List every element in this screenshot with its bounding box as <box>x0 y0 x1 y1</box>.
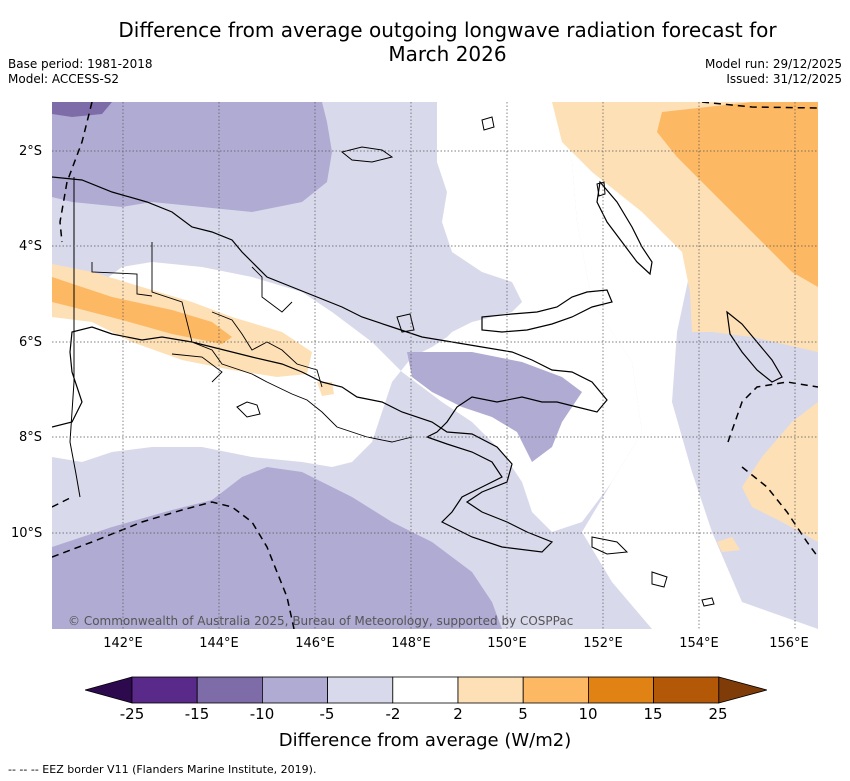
anomaly-orange-northeast <box>657 102 818 287</box>
colorbar-tick-8: 10 <box>578 705 598 723</box>
provincial-border-5 <box>251 266 293 313</box>
meta-right: Model run: 29/12/2025 Issued: 31/12/2025 <box>705 57 842 87</box>
issued-date: Issued: 31/12/2025 <box>726 72 842 86</box>
colorbar <box>85 676 767 704</box>
copyright-text: © Commonwealth of Australia 2025, Bureau… <box>68 614 573 628</box>
coastline-new-britain <box>481 289 613 333</box>
title-line-1: Difference from average outgoing longwav… <box>118 18 777 42</box>
eez-border-north-east <box>701 101 819 109</box>
meta-left: Base period: 1981-2018 Model: ACCESS-S2 <box>8 57 153 87</box>
colorbar-swatch <box>392 676 459 704</box>
coastline-islet-3 <box>596 181 606 197</box>
coastline-manus <box>340 146 394 163</box>
colorbar-label: Difference from average (W/m2) <box>278 730 572 751</box>
colorbar-swatch <box>327 676 394 704</box>
lon-label-152e: 152°E <box>583 636 623 651</box>
border-png-indonesia <box>69 177 81 498</box>
colorbar-swatch <box>653 676 720 704</box>
colorbar-swatch <box>196 676 263 704</box>
colorbar-swatch <box>261 676 328 704</box>
anomaly-neutral <box>52 102 642 532</box>
anomaly-mid-purple-north <box>52 102 332 212</box>
coastline-islet-1 <box>481 116 495 131</box>
colorbar-swatch <box>457 676 524 704</box>
coastline-new-ireland <box>596 180 653 276</box>
provincial-border-2 <box>91 262 153 297</box>
coastline-islet-5 <box>651 571 668 588</box>
coastline-bougainville <box>726 310 783 383</box>
lon-label-154e: 154°E <box>679 636 719 651</box>
coastline-islet-2 <box>396 313 415 333</box>
title-line-2: March 2026 <box>388 42 507 66</box>
eez-footnote: -- -- -- EEZ border V11 (Flanders Marine… <box>8 763 317 776</box>
colorbar-tick-5: -2 <box>385 705 401 723</box>
eez-border-south-east <box>741 466 819 558</box>
colorbar-tick-1: -25 <box>119 705 145 723</box>
colorbar-extend-high <box>718 676 767 704</box>
colorbar-tick-4: -5 <box>319 705 335 723</box>
coastline-new-guinea <box>51 176 608 553</box>
lon-label-156e: 156°E <box>769 636 809 651</box>
eez-border-east <box>727 381 819 443</box>
eez-border-north-west <box>59 101 93 243</box>
lon-label-150e: 150°E <box>487 636 527 651</box>
coastline-islet-4 <box>591 536 629 555</box>
model-name: Model: ACCESS-S2 <box>8 72 120 86</box>
model-run: Model run: 29/12/2025 <box>704 57 842 71</box>
eez-border-west-short <box>51 496 73 508</box>
lon-label-148e: 148°E <box>391 636 431 651</box>
colorbar-extend-low <box>85 676 133 704</box>
map-panel: © Commonwealth of Australia 2025, Bureau… <box>51 101 819 630</box>
lat-label-6s: 6°S <box>19 335 43 350</box>
anomaly-neutral-east <box>552 102 818 629</box>
lon-label-144e: 144°E <box>199 636 239 651</box>
colorbar-tick-2: -15 <box>184 705 210 723</box>
anomaly-dark-purple-corner <box>52 102 112 117</box>
colorbar-swatch <box>587 676 654 704</box>
lat-label-2s: 2°S <box>19 144 43 159</box>
colorbar-tick-3: -10 <box>249 705 275 723</box>
coastline-islet-7 <box>236 401 261 418</box>
anomaly-light-orange-islet <box>717 537 740 552</box>
eez-border-south-west <box>51 501 295 630</box>
map-svg: © Commonwealth of Australia 2025, Bureau… <box>51 101 819 630</box>
anomaly-mid-purple-south <box>52 467 502 629</box>
base-period: Base period: 1981-2018 <box>8 57 153 71</box>
coastline-islet-6 <box>701 597 715 607</box>
colorbar-tick-10: 25 <box>708 705 728 723</box>
lon-label-146e: 146°E <box>295 636 335 651</box>
colorbar-swatch <box>131 676 198 704</box>
provincial-border-4 <box>171 353 223 383</box>
anomaly-orange-west <box>52 277 232 344</box>
colorbar-swatch <box>522 676 589 704</box>
colorbar-tick-6: 2 <box>453 705 463 723</box>
lat-label-8s: 8°S <box>19 430 43 445</box>
graticule <box>52 102 818 629</box>
colorbar-tick-9: 15 <box>643 705 663 723</box>
colorbar-tick-7: 5 <box>518 705 528 723</box>
anomaly-mid-purple-central <box>407 352 582 462</box>
lat-label-10s: 10°S <box>11 526 43 541</box>
provincial-border-1 <box>151 242 413 443</box>
map-title: Difference from average outgoing longwav… <box>0 18 850 66</box>
lat-label-4s: 4°S <box>19 239 43 254</box>
lon-label-142e: 142°E <box>103 636 143 651</box>
